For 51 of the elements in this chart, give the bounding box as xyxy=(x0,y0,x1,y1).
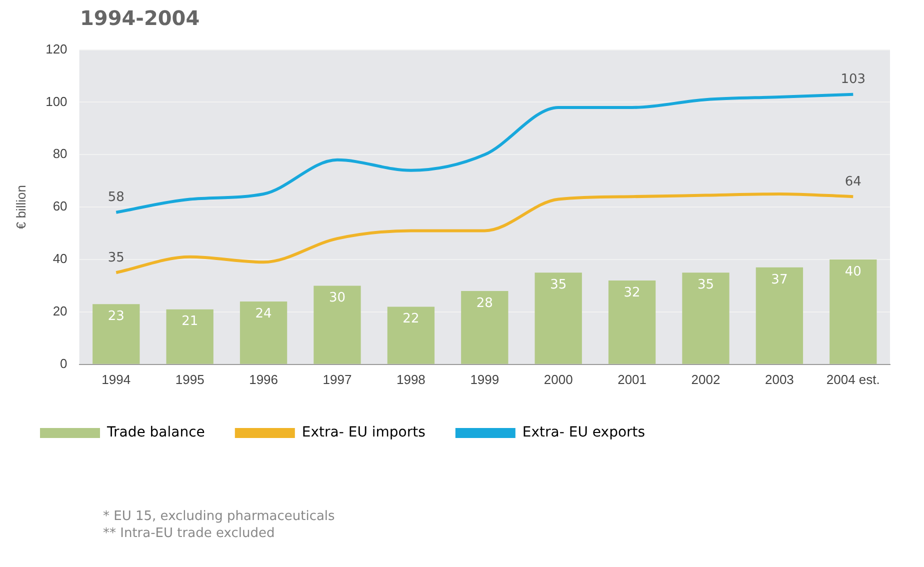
x-tick-label: 1997 xyxy=(322,372,352,387)
x-tick-label: 1994 xyxy=(102,372,131,387)
legend-label: Extra- EU imports xyxy=(302,424,426,441)
x-tick-label: 2001 xyxy=(618,372,647,387)
x-tick-label: 1998 xyxy=(396,372,426,387)
data-label: 32 xyxy=(624,285,640,300)
text: ** Intra-EU trade excluded xyxy=(103,525,276,542)
x-tick-label: 2003 xyxy=(764,372,794,387)
data-label: 64 xyxy=(844,174,862,190)
y-tick-label: 40 xyxy=(52,251,68,266)
bar xyxy=(461,290,508,364)
bar xyxy=(608,280,656,364)
data-label: 40 xyxy=(844,264,862,280)
bar xyxy=(166,309,214,364)
y-tick-label: 100 xyxy=(46,94,68,109)
data-label: 21 xyxy=(182,314,198,330)
legend-label: Trade balance xyxy=(106,424,205,441)
bar xyxy=(830,260,877,364)
bar xyxy=(240,301,288,364)
data-label: 35 xyxy=(550,278,567,293)
x-tick-label: 1999 xyxy=(470,372,500,387)
bar xyxy=(682,272,730,364)
data-label: 35 xyxy=(697,278,714,293)
y-tick-label: 80 xyxy=(52,146,68,162)
x-tick-label: 2004 est. xyxy=(826,372,880,387)
chart-title: 1994-2004 xyxy=(80,6,200,30)
text: * EU 15, excluding pharmaceuticals xyxy=(103,508,335,525)
legend-label: Extra- EU exports xyxy=(522,424,646,441)
bar xyxy=(756,267,804,364)
bar xyxy=(314,286,361,364)
bar xyxy=(534,272,582,364)
data-label: 23 xyxy=(108,308,124,324)
data-label: 37 xyxy=(771,272,788,288)
y-tick-label: 0 xyxy=(60,356,68,371)
data-label: 103 xyxy=(840,72,866,88)
data-label: 58 xyxy=(108,190,124,206)
y-tick-label: 20 xyxy=(52,304,68,319)
bar xyxy=(92,304,140,364)
x-tick-label: 1996 xyxy=(249,372,278,387)
data-label: 28 xyxy=(476,296,493,311)
y-tick-label: 120 xyxy=(46,41,68,56)
data-label: 35 xyxy=(108,250,124,266)
x-tick-label: 2002 xyxy=(691,372,720,387)
x-tick-label: 2000 xyxy=(544,372,573,387)
data-label: 22 xyxy=(402,312,420,327)
bar xyxy=(387,306,435,364)
data-label: 24 xyxy=(255,306,272,322)
data-label: 30 xyxy=(328,290,346,306)
x-tick-label: 1995 xyxy=(175,372,204,387)
y-tick-label: 60 xyxy=(52,198,68,214)
y-axis-title: € billion xyxy=(13,185,28,230)
